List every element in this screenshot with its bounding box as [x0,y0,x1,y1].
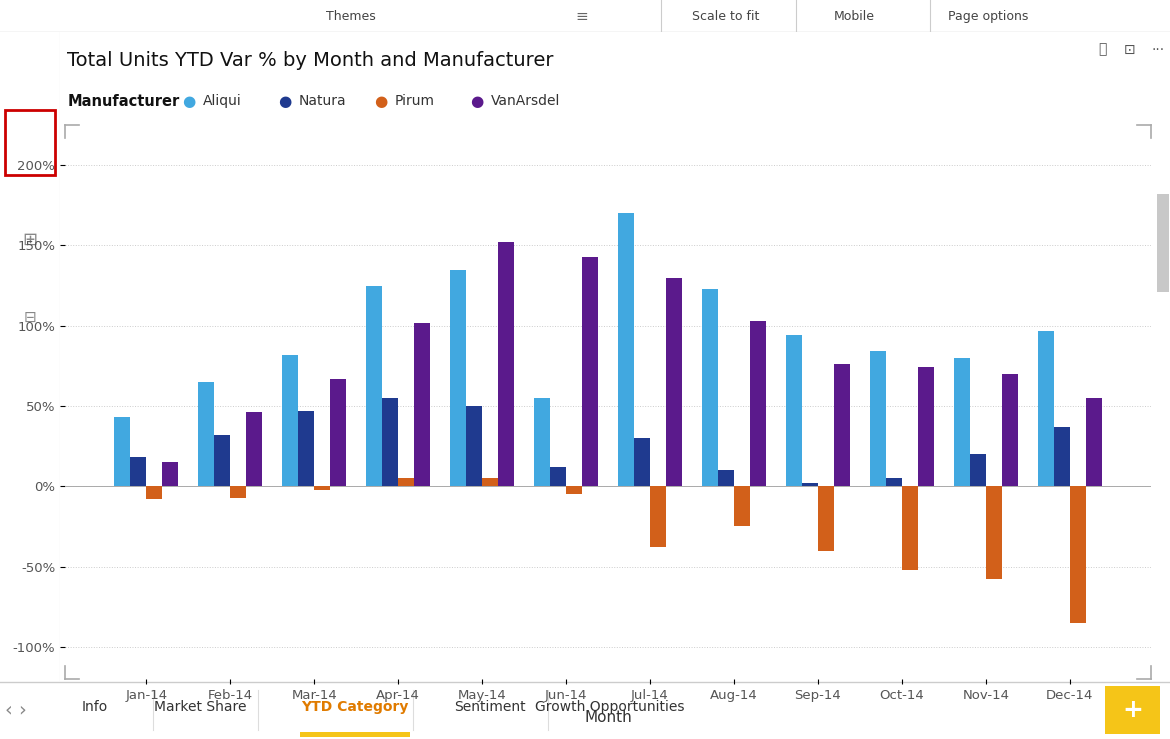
Text: ⊟: ⊟ [23,310,36,325]
Bar [366,285,383,486]
Text: Page options: Page options [949,10,1028,23]
FancyBboxPatch shape [5,110,55,175]
Text: ●: ● [374,94,387,109]
Text: Themes: Themes [326,10,376,23]
Bar [970,454,986,486]
Bar [130,457,146,486]
Text: ›: › [18,701,26,720]
Text: ●: ● [470,94,483,109]
Bar [230,486,246,497]
Text: Total Units YTD Var % by Month and Manufacturer: Total Units YTD Var % by Month and Manuf… [68,51,553,70]
Bar [115,418,130,486]
Bar [466,406,482,486]
Bar [535,398,550,486]
Bar [581,256,598,486]
Text: Sentiment: Sentiment [454,700,525,714]
Bar [818,486,834,551]
Bar [246,412,262,486]
Bar [734,486,750,526]
Bar [398,478,414,486]
Bar [146,486,163,499]
Bar [1104,686,1159,734]
Bar [986,486,1002,579]
Bar [786,336,801,486]
X-axis label: Month: Month [584,710,632,725]
Text: Growth Opportunities: Growth Opportunities [535,700,684,714]
Bar [282,355,298,486]
Text: Aliqui: Aliqui [204,95,242,108]
Y-axis label: Total Units YTD Var %: Total Units YTD Var % [0,320,5,484]
Bar [330,378,346,486]
Text: ⊡: ⊡ [1124,43,1136,56]
Text: VanArsdel: VanArsdel [491,95,560,108]
Text: ●: ● [278,94,291,109]
Bar [300,732,409,737]
FancyBboxPatch shape [1157,194,1169,292]
Bar [718,470,734,486]
Bar [834,364,849,486]
Bar [498,242,514,486]
Bar [315,486,330,489]
Text: +: + [1122,698,1143,722]
Bar [954,358,970,486]
Text: ⊞: ⊞ [22,231,37,249]
Bar [199,382,214,486]
Text: Natura: Natura [300,95,346,108]
Bar [414,322,431,486]
Text: ⛉: ⛉ [1097,43,1106,56]
Text: Market Share: Market Share [153,700,246,714]
Bar [702,289,718,486]
Bar [383,398,398,486]
Bar [550,467,566,486]
Bar [666,278,682,486]
Bar [566,486,581,494]
Bar [1069,486,1086,623]
Bar [902,486,917,570]
Text: ●: ● [183,94,195,109]
Text: Scale to fit: Scale to fit [691,10,759,23]
Text: YTD Category: YTD Category [302,700,408,714]
Bar [870,352,886,486]
Bar [651,486,666,548]
Text: ≡: ≡ [576,9,587,24]
Bar [750,321,766,486]
Bar [1038,330,1054,486]
Bar [1054,427,1069,486]
Bar [618,214,634,486]
Bar [1002,374,1018,486]
Bar [482,478,498,486]
Bar [801,483,818,486]
Text: ···: ··· [1151,43,1164,56]
Bar [214,435,230,486]
Text: Info: Info [82,700,108,714]
Text: Mobile: Mobile [833,10,875,23]
Text: ⊪: ⊪ [22,133,37,151]
Text: Manufacturer: Manufacturer [68,94,179,109]
Text: ‹: ‹ [5,701,12,720]
Bar [450,270,466,486]
Bar [634,438,651,486]
Bar [1086,398,1102,486]
Bar [163,462,178,486]
Bar [917,367,934,486]
Bar [298,411,315,486]
Text: Pirum: Pirum [395,95,435,108]
Bar [886,478,902,486]
